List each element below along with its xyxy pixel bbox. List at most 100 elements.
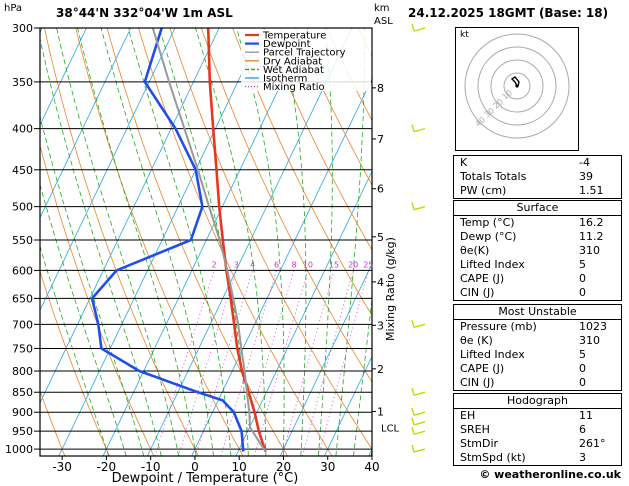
temperature-profile	[206, 28, 267, 452]
parcel-trajectory-profile	[151, 28, 267, 453]
hodograph-unit: kt	[460, 30, 469, 40]
legend-label: Dry Adiabat	[263, 56, 322, 67]
km-tick-label: 5	[377, 231, 384, 244]
wind-barb	[411, 388, 426, 396]
hodo-row: SREH 6	[460, 423, 586, 436]
mixing-ratio-line	[318, 270, 369, 456]
pressure-tick-label: 600	[12, 264, 33, 277]
pressure-tick-label: 300	[12, 22, 33, 35]
mixing-ratio-line	[253, 270, 309, 456]
surface-row: Lifted Index 5	[460, 258, 586, 271]
km-tick-label: 8	[377, 82, 384, 95]
wind-barb	[411, 444, 426, 453]
surface-title: Surface	[454, 201, 621, 216]
isotherm-line	[40, 28, 220, 404]
x-tick-label: 10	[232, 460, 247, 474]
wind-barb-flag	[411, 124, 415, 132]
isotherm-line	[279, 263, 372, 456]
legend-label: Isotherm	[263, 74, 307, 85]
km-unit-label: km	[374, 3, 390, 14]
km-tick-label: 6	[377, 183, 384, 196]
mixing-ratio-label: 20	[348, 260, 358, 269]
wind-barb-staff	[413, 323, 426, 329]
wet-adiabat-line	[40, 183, 127, 456]
indices-table: K -4 Totals Totals 39 PW (cm) 1.51	[453, 155, 622, 199]
wind-barb	[411, 426, 426, 435]
mixing-ratio-line	[177, 270, 237, 456]
datetime-title: 24.12.2025 18GMT (Base: 18)	[408, 6, 609, 20]
hodograph-storm-motion	[515, 84, 519, 88]
x-tick-label: -10	[141, 460, 161, 474]
isotherm-line	[324, 355, 372, 456]
mixing-ratio-label: 4	[250, 260, 255, 269]
mixing-ratio-axis-label: Mixing Ratio (g/kg)	[384, 237, 397, 341]
mixing-ratio-line	[281, 270, 335, 456]
surface-row: Temp (°C) 16.2	[460, 216, 604, 229]
asl-unit-label: ASL	[374, 16, 393, 27]
mu-row: θe (K) 310	[460, 334, 600, 347]
hodograph-ring-40	[464, 33, 570, 139]
wind-barb-flag	[411, 417, 415, 426]
x-tick-label: 40	[364, 460, 379, 474]
mu-row: Lifted Index 5	[460, 348, 586, 361]
isotherm-line	[40, 28, 87, 127]
x-tick-label: 20	[276, 460, 291, 474]
mixing-ratio-label: 2	[212, 260, 217, 269]
pressure-tick-label: 500	[12, 201, 33, 214]
dry-adiabat-line	[263, 28, 372, 251]
wind-barb	[411, 320, 426, 329]
mixing-ratio-label: 10	[303, 260, 313, 269]
wind-barb-flag	[411, 444, 415, 453]
x-tick-label: 30	[320, 460, 335, 474]
km-tick-label: 4	[377, 276, 384, 289]
wind-barb	[411, 23, 426, 32]
pressure-tick-label: 350	[12, 76, 33, 89]
wind-barb-staff	[413, 27, 426, 32]
index-row-totals: Totals Totals 39	[460, 170, 593, 183]
mixing-ratio-label: 25	[363, 260, 373, 269]
most-unstable-title: Most Unstable	[454, 305, 621, 320]
wind-barb	[411, 417, 426, 426]
pressure-tick-label: 950	[12, 425, 33, 438]
mu-row: CAPE (J) 0	[460, 362, 586, 375]
mixing-ratio-line	[302, 270, 354, 456]
isotherm-line	[40, 28, 176, 312]
isotherm-line	[58, 28, 264, 456]
lcl-label: LCL	[381, 423, 400, 434]
wind-barb-flag	[411, 388, 415, 396]
hodograph-ring-10	[503, 72, 531, 100]
dry-adiabat-line	[295, 28, 372, 186]
wind-barb-staff	[413, 430, 426, 435]
legend-label: Temperature	[262, 31, 326, 42]
index-row-pw: PW (cm) 1.51	[460, 184, 604, 197]
isotherm-line	[235, 170, 372, 456]
mu-row: CIN (J) 0	[460, 376, 586, 389]
most-unstable-table: Most Unstable Pressure (mb) 1023 θe (K) 31…	[453, 304, 622, 391]
legend-label: Parcel Trajectory	[263, 48, 346, 59]
wind-barb-staff	[413, 391, 426, 396]
km-tick-label: 7	[377, 133, 384, 146]
wind-barb	[411, 124, 426, 133]
hodo-row: StmDir 261°	[460, 437, 606, 450]
wet-adiabat-line	[40, 37, 162, 456]
pressure-tick-label: 900	[12, 406, 33, 419]
mixing-ratio-label: 8	[291, 260, 296, 269]
isotherm-line	[102, 28, 309, 456]
wind-barb-flag	[411, 408, 415, 416]
dry-adiabat-line	[232, 28, 372, 317]
dewpoint-profile	[90, 28, 245, 452]
wind-barb-staff	[413, 421, 426, 426]
pressure-tick-label: 650	[12, 292, 33, 305]
dry-adiabat-line	[200, 28, 372, 383]
index-row-k: K -4	[460, 156, 590, 169]
surface-table: Surface Temp (°C) 16.2 Dewp (°C) 11.2 θe(K…	[453, 200, 622, 301]
x-tick-label: -20	[97, 460, 117, 474]
pressure-unit-label: hPa	[4, 3, 23, 14]
pressure-tick-label: 800	[12, 365, 33, 378]
wind-barb-staff	[413, 205, 426, 211]
hodograph-ring-20	[490, 59, 544, 113]
pressure-tick-label: 700	[12, 318, 33, 331]
wind-barb-staff	[413, 127, 426, 133]
hodograph-trace	[510, 76, 520, 87]
